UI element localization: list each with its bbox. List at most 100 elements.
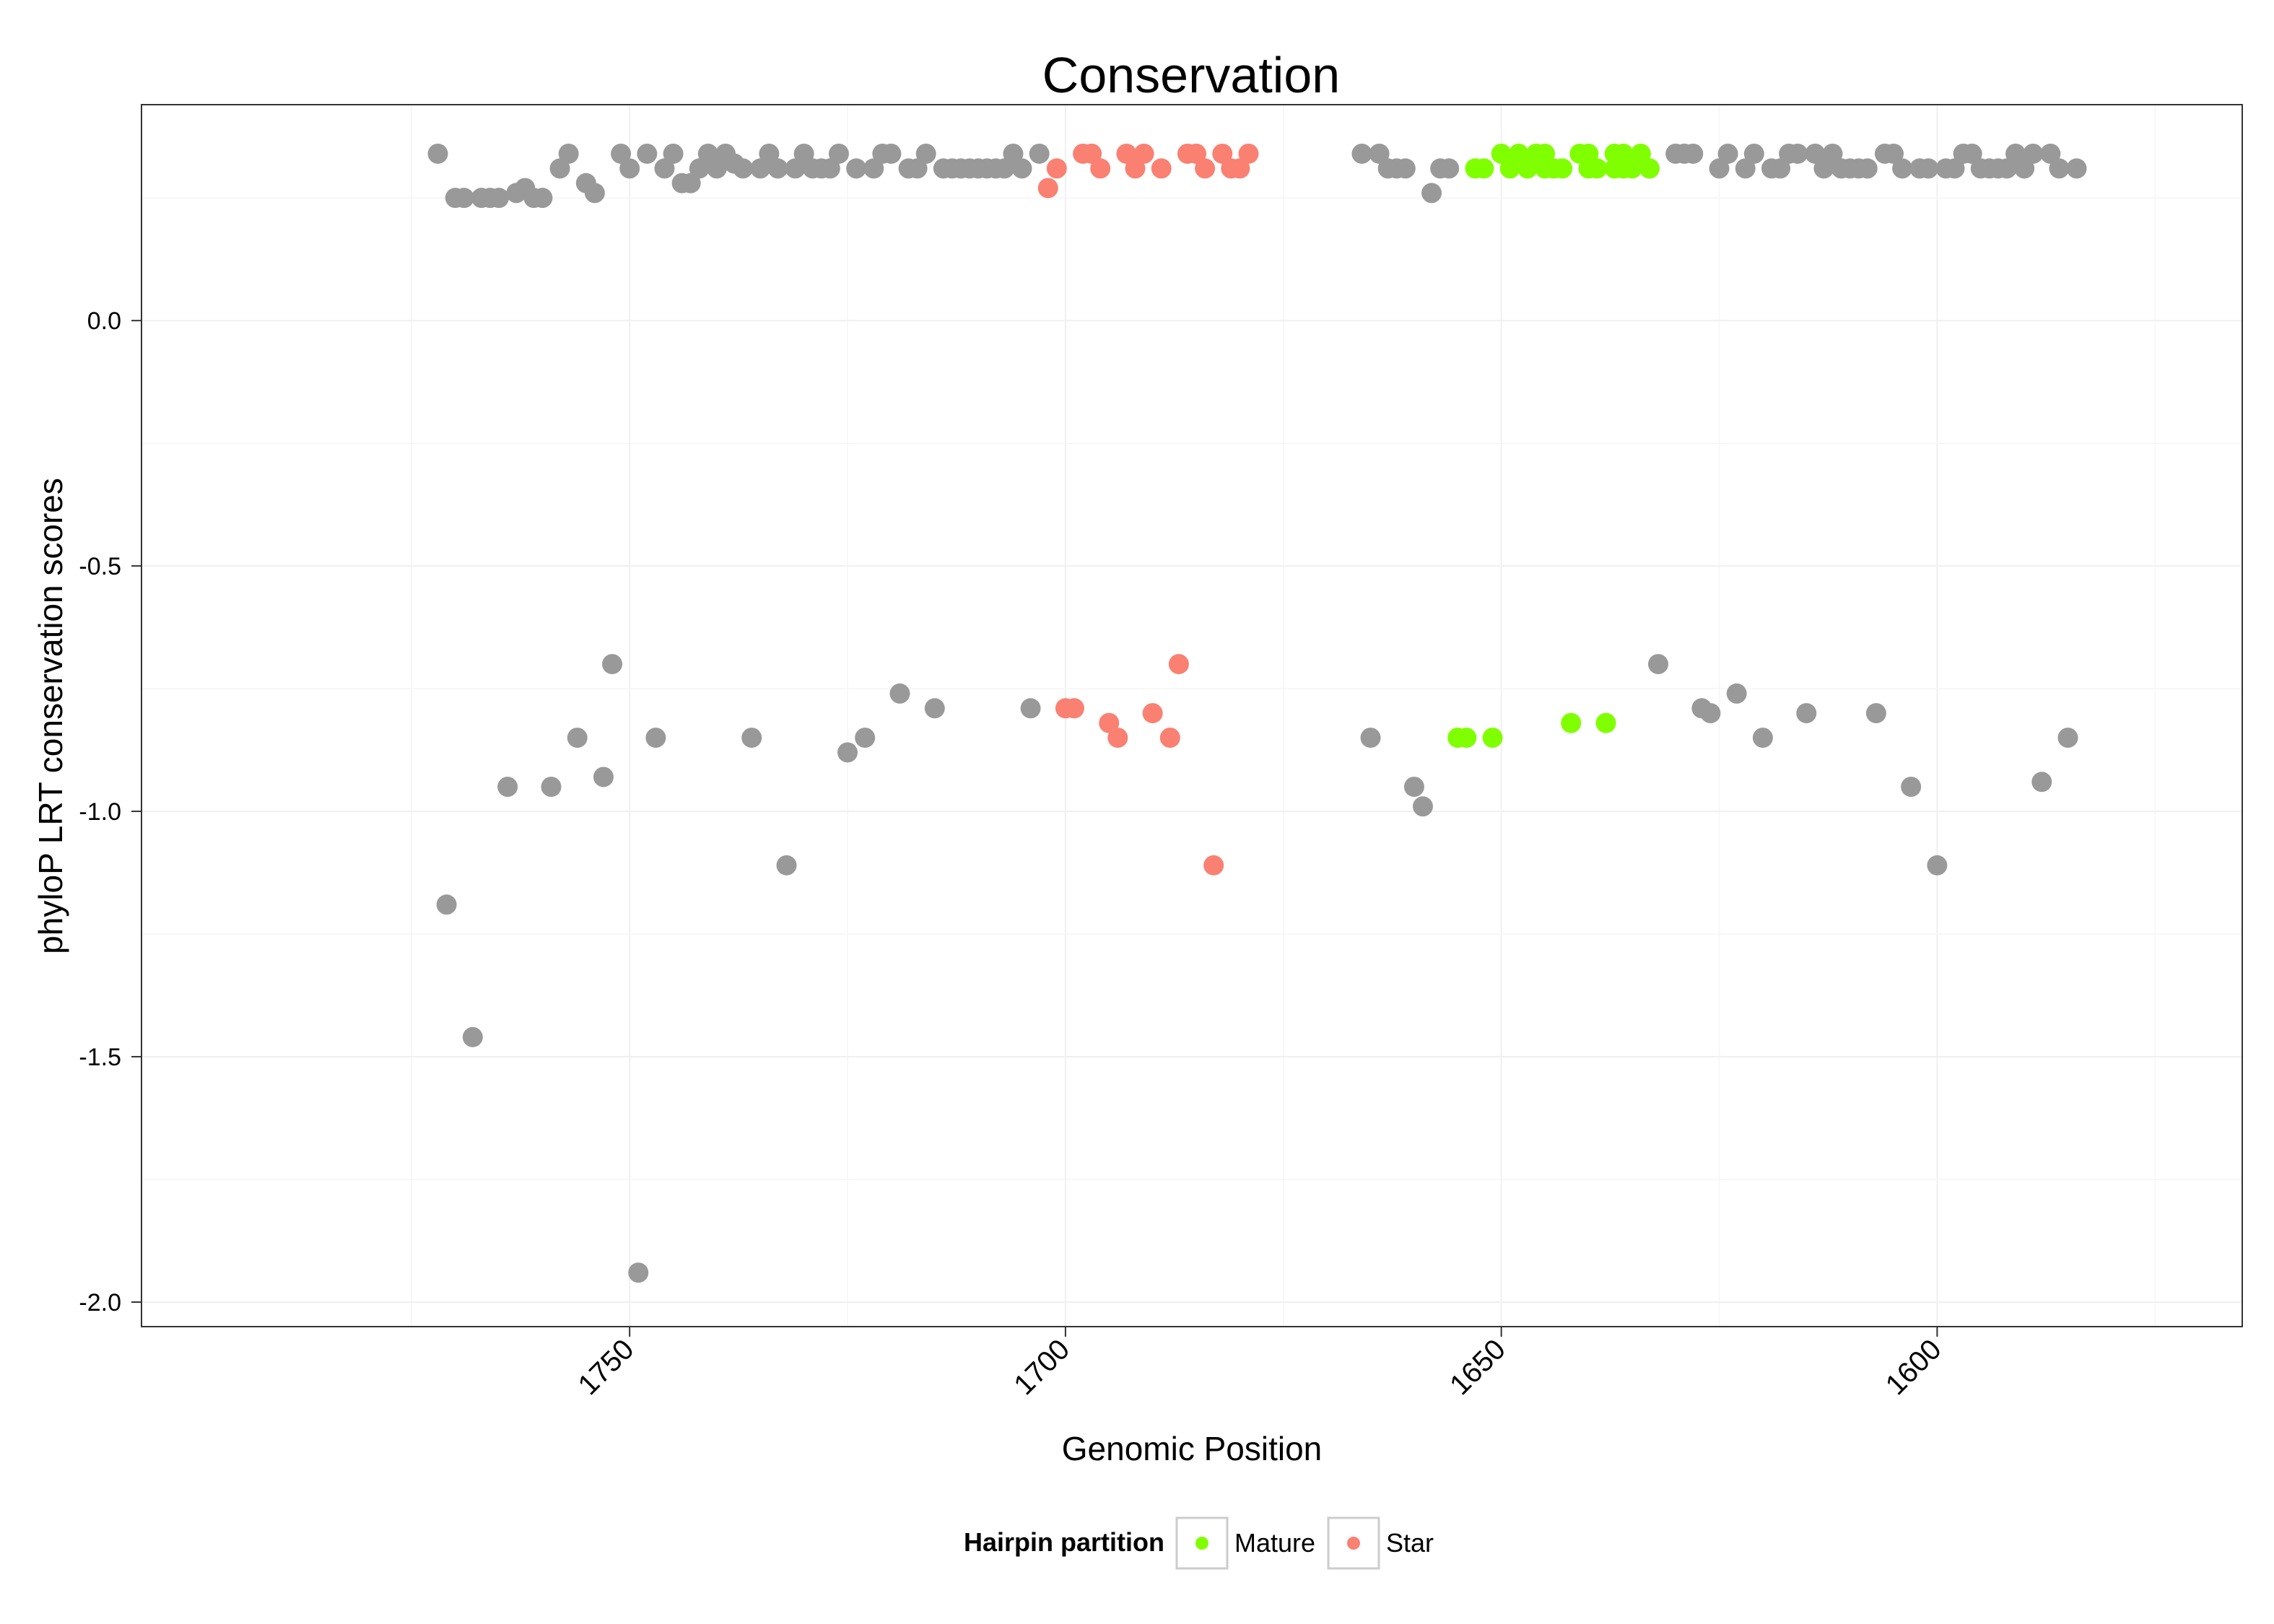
x-axis-title: Genomic Position (1062, 1430, 1323, 1467)
point-other (1003, 143, 1024, 164)
point-other (1822, 143, 1843, 164)
point-other (881, 143, 902, 164)
point-mature (1578, 143, 1599, 164)
point-star (1168, 654, 1189, 675)
point-other (619, 158, 640, 179)
point-other (1944, 158, 1965, 179)
point-other (741, 728, 762, 748)
point-other (1752, 728, 1773, 748)
point-other (593, 767, 614, 787)
legend-label-mature: Mature (1234, 1528, 1315, 1558)
point-other (837, 742, 858, 763)
point-other (689, 158, 710, 179)
point-star (1159, 728, 1180, 748)
point-mature (1535, 143, 1556, 164)
point-other (558, 143, 579, 164)
point-other (1805, 143, 1826, 164)
point-star (1186, 143, 1207, 164)
point-mature (1604, 158, 1625, 179)
point-mature (1630, 143, 1651, 164)
point-other (1892, 158, 1913, 179)
point-other (767, 158, 788, 179)
point-other (1439, 158, 1460, 179)
point-other (1351, 143, 1372, 164)
point-other (863, 158, 884, 179)
point-other (628, 1262, 649, 1283)
point-star (1063, 698, 1084, 719)
point-star (1046, 158, 1067, 179)
point-other (2005, 143, 2026, 164)
point-mature (1456, 728, 1477, 748)
point-other (1421, 183, 1442, 204)
point-other (1865, 703, 1886, 724)
point-other (915, 143, 936, 164)
point-mature (1473, 158, 1494, 179)
point-other (924, 698, 945, 719)
legend-title: Hairpin partition (964, 1527, 1164, 1557)
point-mature (1517, 158, 1538, 179)
point-other (759, 143, 780, 164)
point-other (1787, 143, 1808, 164)
point-mature (1552, 158, 1573, 179)
point-other (1857, 158, 1878, 179)
point-other (549, 158, 570, 179)
point-mature (1595, 712, 1616, 733)
y-tick-label: -0.5 (79, 553, 121, 580)
point-other (1700, 703, 1721, 724)
y-axis-title: phyloP LRT conservation scores (32, 478, 69, 954)
point-star (1090, 158, 1111, 179)
point-other (2066, 158, 2087, 179)
point-other (819, 158, 840, 179)
point-other (453, 188, 474, 209)
point-other (1883, 143, 1904, 164)
point-other (584, 183, 605, 204)
point-other (1770, 158, 1791, 179)
point-other (1709, 158, 1730, 179)
point-star (1195, 158, 1216, 179)
point-other (785, 158, 806, 179)
y-tick-label: -1.0 (79, 798, 121, 826)
point-other (776, 855, 797, 876)
point-other (489, 188, 510, 209)
point-mature (1499, 158, 1520, 179)
point-other (750, 158, 771, 179)
point-mature (1491, 143, 1512, 164)
point-mature (1639, 158, 1660, 179)
point-star (1081, 143, 1102, 164)
point-other (1029, 143, 1050, 164)
legend-marker-mature (1195, 1537, 1208, 1550)
point-other (706, 158, 727, 179)
point-mature (1613, 143, 1634, 164)
point-other (855, 728, 876, 748)
point-star (1238, 143, 1259, 164)
point-star (1203, 855, 1224, 876)
point-star (1133, 143, 1154, 164)
point-other (462, 1026, 483, 1047)
point-other (1726, 683, 1747, 704)
point-other (733, 158, 754, 179)
point-other (2023, 143, 2044, 164)
point-other (532, 188, 553, 209)
point-star (1099, 712, 1120, 733)
point-other (645, 728, 666, 748)
point-other (2040, 143, 2061, 164)
point-other (1683, 143, 1704, 164)
point-other (1927, 855, 1948, 876)
point-mature (1482, 728, 1503, 748)
point-other (541, 777, 562, 798)
point-star (1107, 728, 1128, 748)
point-other (2049, 158, 2070, 179)
point-other (427, 143, 448, 164)
point-other (1647, 654, 1668, 675)
point-mature (1621, 158, 1642, 179)
y-tick-label: 0.0 (87, 307, 121, 335)
point-other (2057, 728, 2078, 748)
point-other (1360, 728, 1381, 748)
point-other (497, 777, 518, 798)
point-other (2031, 772, 2052, 793)
y-tick-label: -1.5 (79, 1044, 121, 1071)
point-other (793, 143, 814, 164)
point-other (1369, 143, 1390, 164)
point-other (1717, 143, 1738, 164)
